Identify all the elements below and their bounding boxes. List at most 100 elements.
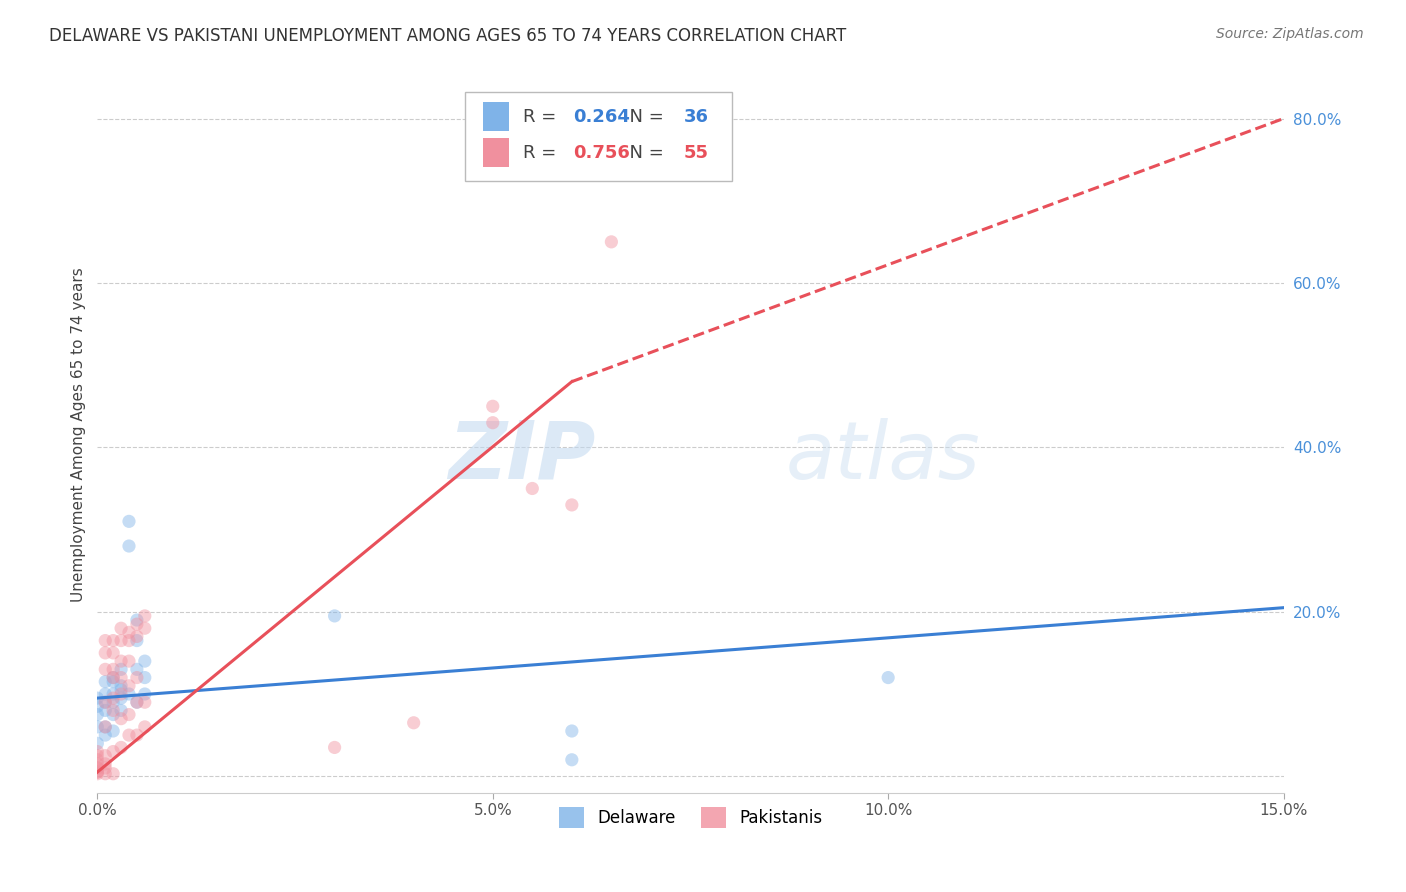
FancyBboxPatch shape [482,103,509,131]
Point [94,761,117,775]
Point [134,671,156,685]
Point [86,766,108,780]
Point [110,621,132,635]
Point [101,671,124,685]
FancyBboxPatch shape [465,92,733,181]
Point [86,691,108,706]
Point [110,740,132,755]
Point [561,724,583,739]
Point [110,712,132,726]
Point [134,720,156,734]
Point [101,707,124,722]
Point [101,766,124,780]
Point [94,646,117,660]
Text: 55: 55 [683,144,709,161]
Text: N =: N = [619,108,669,126]
Point [101,691,124,706]
Point [110,671,132,685]
Point [125,695,148,709]
Point [94,720,117,734]
Text: DELAWARE VS PAKISTANI UNEMPLOYMENT AMONG AGES 65 TO 74 YEARS CORRELATION CHART: DELAWARE VS PAKISTANI UNEMPLOYMENT AMONG… [49,27,846,45]
Point [481,399,503,413]
Point [118,654,141,668]
Point [101,695,124,709]
Text: Source: ZipAtlas.com: Source: ZipAtlas.com [1216,27,1364,41]
Point [125,671,148,685]
Point [134,621,156,635]
Point [94,766,117,780]
Point [101,633,124,648]
Point [118,707,141,722]
Point [101,671,124,685]
Point [86,761,108,775]
Point [600,235,623,249]
Text: R =: R = [523,144,562,161]
Point [125,630,148,644]
Point [101,662,124,676]
Point [134,654,156,668]
Point [94,756,117,771]
Point [110,662,132,676]
Point [402,715,425,730]
Point [94,720,117,734]
Point [94,633,117,648]
Point [561,498,583,512]
Point [134,608,156,623]
Point [94,674,117,689]
Point [86,761,108,775]
Text: atlas: atlas [786,417,980,495]
Point [125,617,148,632]
Point [110,703,132,717]
Point [86,736,108,750]
Point [134,695,156,709]
Y-axis label: Unemployment Among Ages 65 to 74 years: Unemployment Among Ages 65 to 74 years [72,268,86,602]
Point [118,514,141,528]
Point [110,691,132,706]
Point [86,707,108,722]
Point [86,753,108,767]
Point [94,728,117,742]
Point [110,682,132,697]
Point [86,748,108,763]
Point [94,703,117,717]
Point [101,724,124,739]
Point [561,753,583,767]
Point [101,703,124,717]
Text: N =: N = [619,144,669,161]
Point [118,633,141,648]
Point [323,740,346,755]
Point [94,687,117,701]
Text: 0.756: 0.756 [574,144,630,161]
Point [125,613,148,627]
Text: 0.264: 0.264 [574,108,630,126]
Point [94,695,117,709]
Point [877,671,900,685]
Point [86,699,108,714]
Point [86,720,108,734]
Point [118,687,141,701]
Point [125,695,148,709]
Point [110,654,132,668]
Point [125,728,148,742]
Point [118,728,141,742]
Point [101,745,124,759]
Point [86,745,108,759]
FancyBboxPatch shape [482,138,509,167]
Point [110,633,132,648]
Text: 36: 36 [683,108,709,126]
Point [110,679,132,693]
Point [94,748,117,763]
Point [101,674,124,689]
Point [86,765,108,780]
Point [86,765,108,780]
Point [125,633,148,648]
Text: ZIP: ZIP [449,417,596,495]
Point [101,646,124,660]
Point [481,416,503,430]
Point [101,687,124,701]
Legend: Delaware, Pakistanis: Delaware, Pakistanis [553,801,828,834]
Point [522,482,544,496]
Text: R =: R = [523,108,562,126]
Point [118,625,141,640]
Point [118,539,141,553]
